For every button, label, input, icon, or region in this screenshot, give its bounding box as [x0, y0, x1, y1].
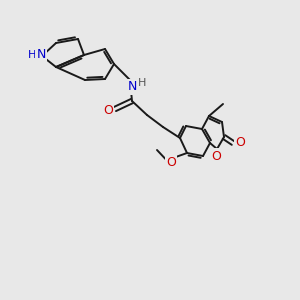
Text: H: H — [138, 78, 146, 88]
Text: N: N — [127, 80, 137, 94]
Text: H: H — [28, 50, 36, 60]
Text: O: O — [103, 103, 113, 116]
Text: O: O — [235, 136, 245, 149]
Text: O: O — [166, 157, 176, 169]
Text: O: O — [211, 149, 221, 163]
Text: N: N — [36, 49, 46, 62]
